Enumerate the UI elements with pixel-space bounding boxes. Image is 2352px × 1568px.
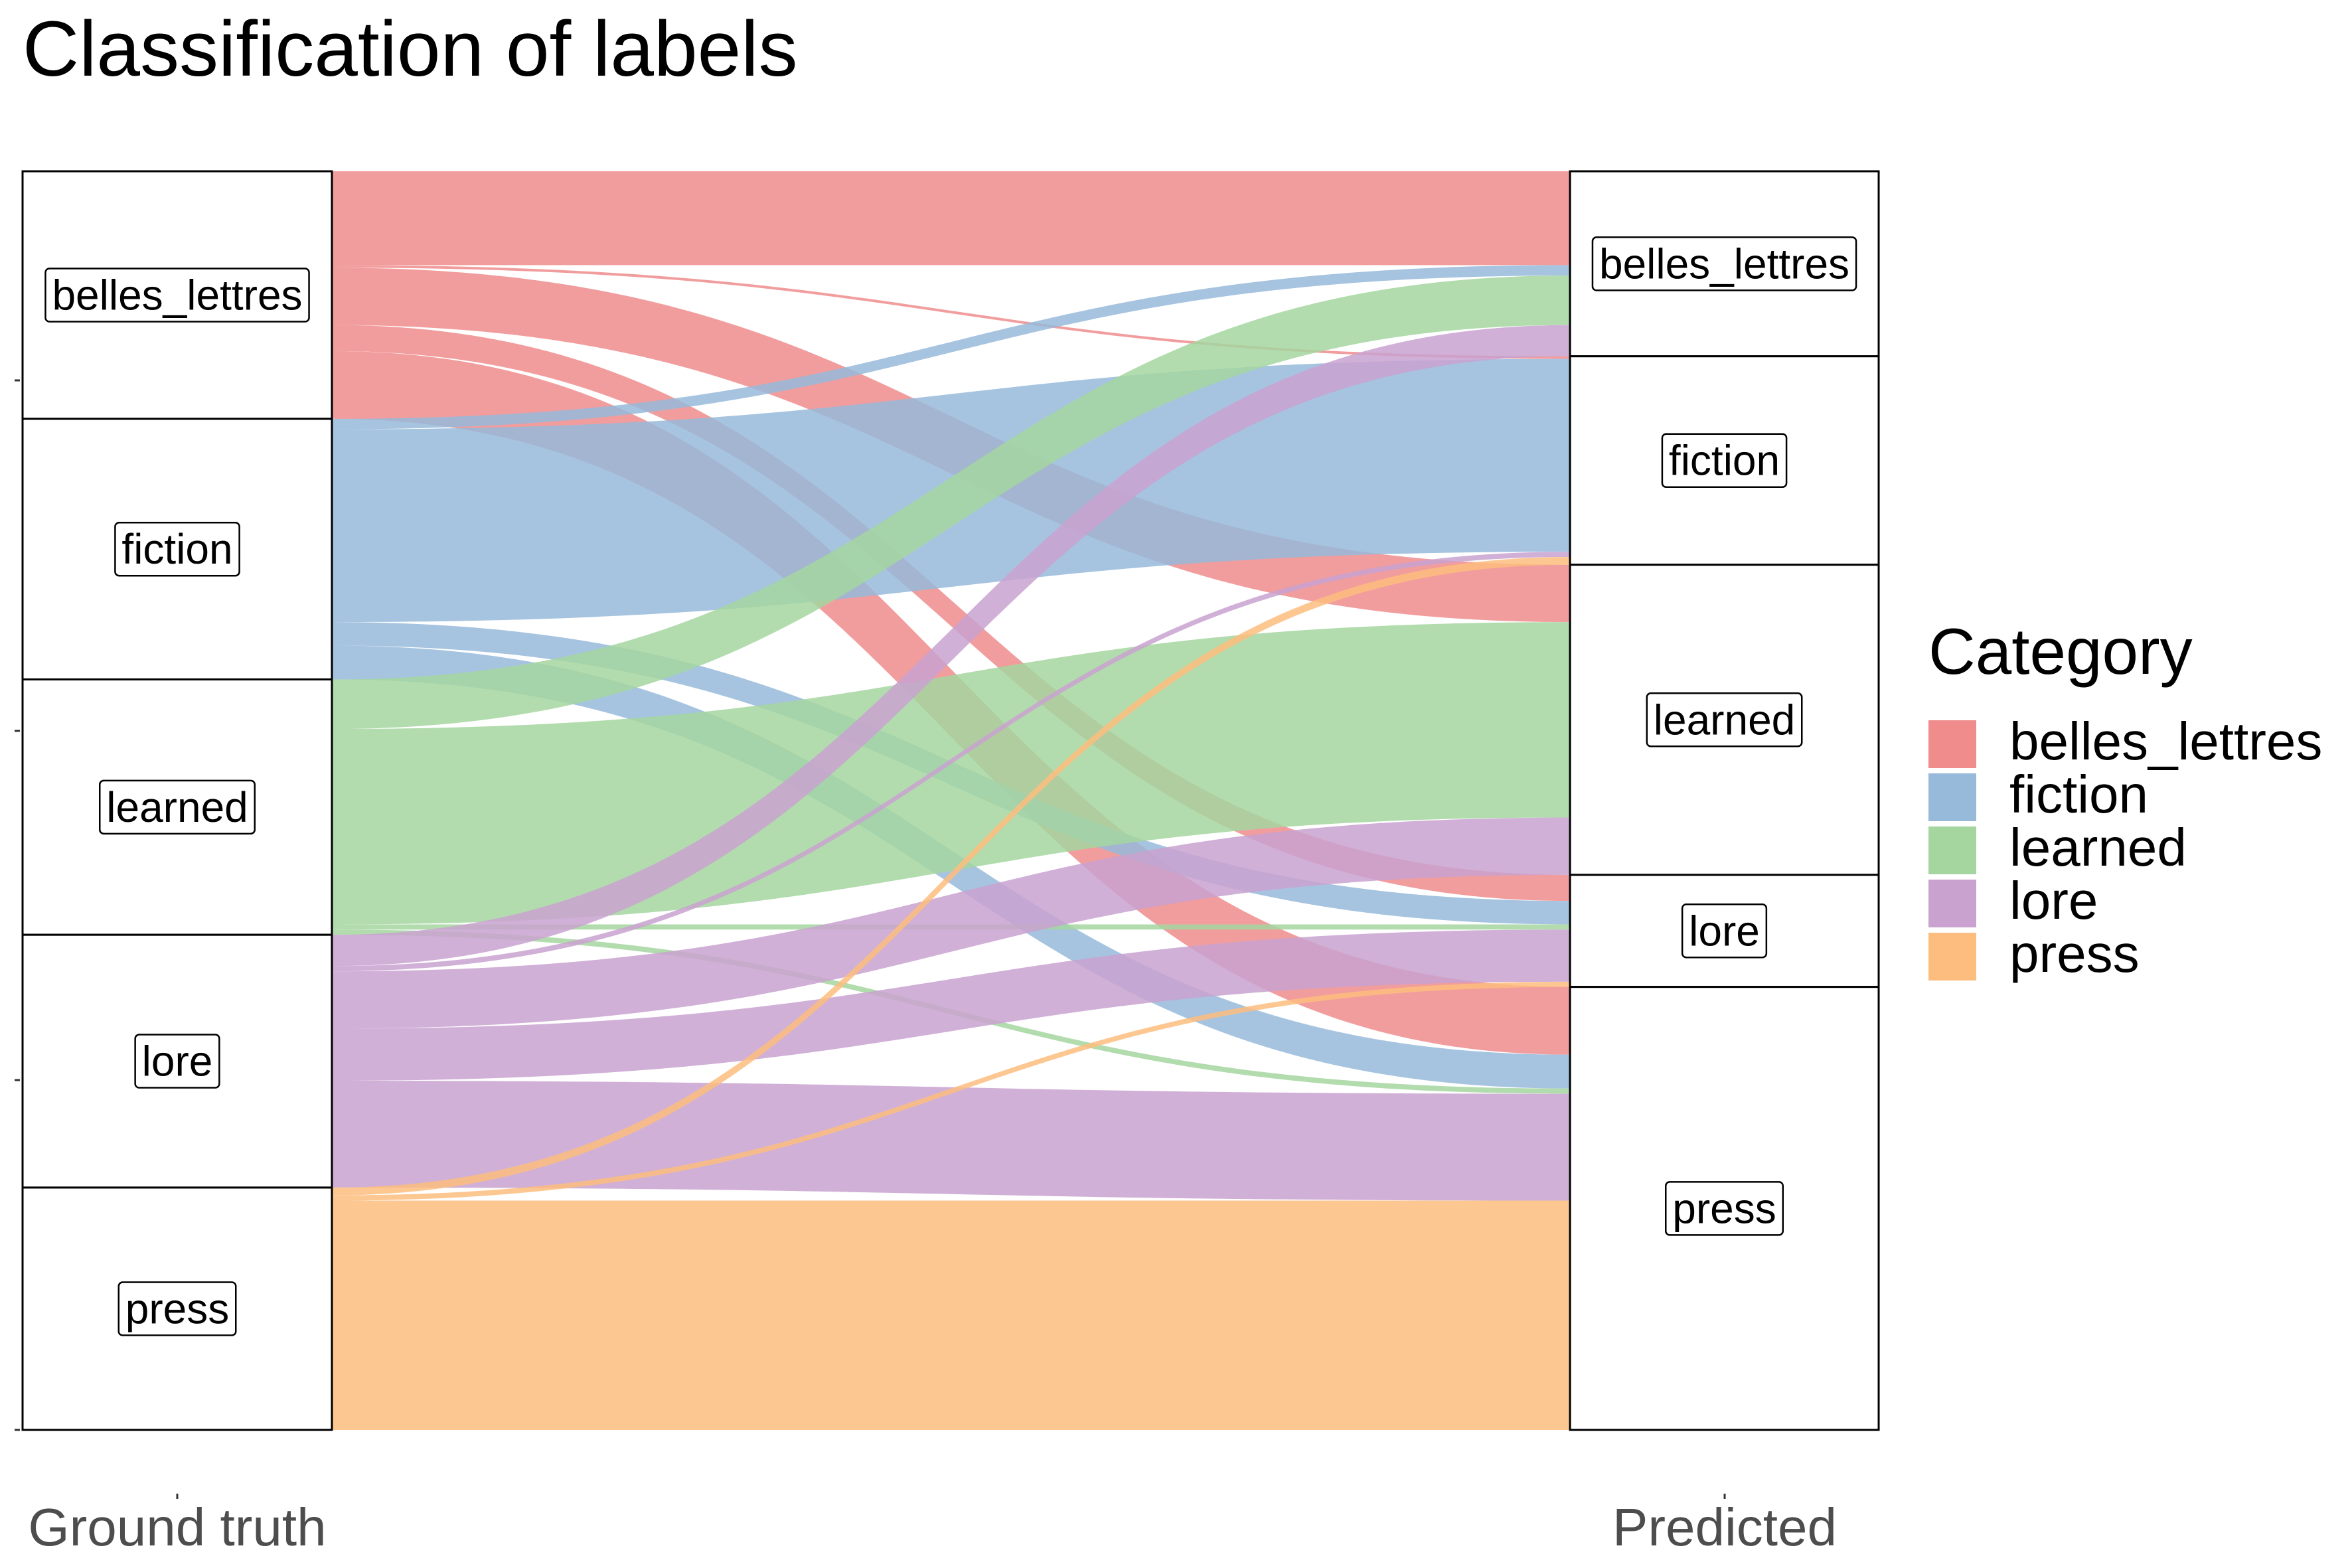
flow-press-to-fiction — [332, 556, 1570, 1196]
stratum-label-right-press: press — [1672, 1184, 1776, 1232]
flow-learned-to-learned — [332, 622, 1570, 925]
legend-swatch-learned — [1928, 826, 1976, 874]
flow-belles_lettres-to-belles_lettres — [332, 171, 1570, 266]
stratum-label-box-left-press — [118, 1281, 237, 1336]
stratum-label-box-left-lore — [134, 1034, 220, 1089]
stratum-label-right-belles_lettres: belles_lettres — [1599, 240, 1849, 287]
legend-swatch-lore — [1928, 880, 1976, 927]
stratum-label-right-learned: learned — [1654, 696, 1796, 744]
flow-lore-to-learned — [332, 817, 1570, 1029]
flow-press-to-lore — [332, 981, 1570, 1201]
legend-title: Category — [1928, 615, 2193, 688]
flow-lore-to-lore — [332, 929, 1570, 1081]
legend-swatch-fiction — [1928, 773, 1976, 821]
stratum-label-box-left-belles_lettres — [44, 268, 310, 323]
legend-swatch-press — [1928, 933, 1976, 980]
axis-label-ground-truth: Ground truth — [28, 1498, 327, 1557]
stratum-label-box-left-fiction — [114, 521, 240, 577]
legend-label-press: press — [2009, 924, 2140, 983]
legend-label-belles_lettres: belles_lettres — [2009, 712, 2323, 771]
stratum-label-left-belles_lettres: belles_lettres — [52, 271, 302, 319]
legend-label-learned: learned — [2009, 818, 2187, 877]
flow-belles_lettres-to-fiction — [332, 265, 1570, 359]
ticks-layer — [15, 379, 1726, 1499]
stratum-label-right-lore: lore — [1689, 907, 1760, 955]
stratum-label-left-fiction: fiction — [121, 525, 232, 573]
flow-belles_lettres-to-lore — [332, 325, 1570, 902]
flow-lore-to-belles_lettres — [332, 325, 1570, 967]
flow-learned-to-belles_lettres — [332, 275, 1570, 730]
axis-label-predicted: Predicted — [1612, 1498, 1837, 1557]
stratum-label-box-right-learned — [1646, 692, 1803, 747]
flows-layer — [332, 171, 1570, 1430]
legend-swatch-belles_lettres — [1928, 720, 1976, 768]
legend-label-lore: lore — [2009, 871, 2098, 930]
flow-fiction-to-belles_lettres — [332, 265, 1570, 430]
stratum-label-box-right-fiction — [1661, 433, 1788, 488]
stratum-label-left-learned: learned — [106, 783, 248, 831]
flow-lore-to-fiction — [332, 552, 1570, 972]
stratum-label-box-right-lore — [1681, 903, 1768, 959]
stratum-label-box-left-learned — [99, 779, 256, 835]
legend-label-fiction: fiction — [2009, 765, 2148, 824]
flow-lore-to-press — [332, 1080, 1570, 1201]
flow-press-to-press — [332, 1200, 1570, 1430]
stratum-label-left-lore: lore — [142, 1038, 213, 1085]
stratum-label-box-right-press — [1665, 1181, 1784, 1236]
stratum-label-left-press: press — [125, 1285, 230, 1332]
stratum-label-right-fiction: fiction — [1669, 437, 1780, 485]
chart-title: Classification of labels — [23, 5, 798, 93]
stratum-label-box-right-belles_lettres — [1591, 236, 1857, 291]
